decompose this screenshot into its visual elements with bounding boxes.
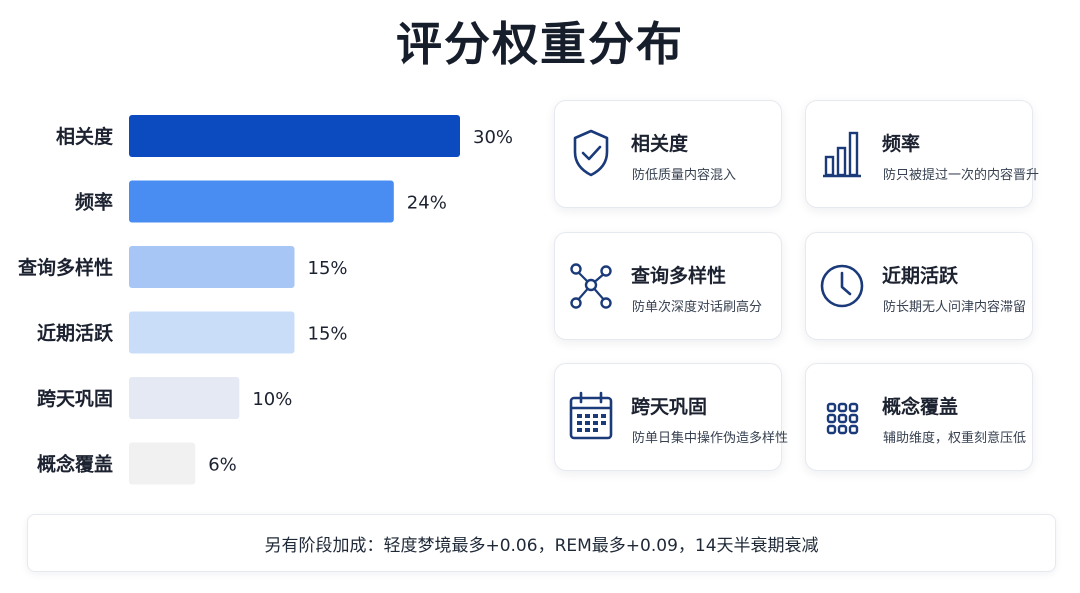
card-title: 相关度 xyxy=(631,133,689,155)
card-cross-day: 跨天巩固 防单日集中操作伪造多样性 xyxy=(554,363,788,471)
card-title: 查询多样性 xyxy=(631,265,727,287)
card-desc: 防单日集中操作伪造多样性 xyxy=(632,431,789,446)
category-label: 频率 xyxy=(75,191,113,214)
card-relevance: 相关度 防低质量内容混入 xyxy=(554,100,782,208)
value-label: 6% xyxy=(208,455,237,476)
clock-icon xyxy=(818,257,866,315)
value-label: 24% xyxy=(407,193,447,214)
category-label: 查询多样性 xyxy=(17,256,113,279)
bar xyxy=(129,246,295,288)
network-nodes-icon xyxy=(567,257,615,315)
card-desc: 防只被提过一次的内容晋升 xyxy=(883,168,1040,183)
card-concept-coverage: 概念覆盖 辅助维度，权重刻意压低 xyxy=(805,363,1033,471)
value-label: 30% xyxy=(473,127,513,148)
weight-bar-chart: 相关度 30% 频率 24% 查询多样性 15% 近期活跃 15% 跨天巩固 10% 概念覆盖 6% xyxy=(17,115,513,485)
bar xyxy=(129,442,196,485)
category-label: 相关度 xyxy=(56,125,114,148)
card-desc: 防单次深度对话刷高分 xyxy=(632,300,763,315)
card-query-diversity: 查询多样性 防单次深度对话刷高分 xyxy=(554,232,782,340)
card-title: 跨天巩固 xyxy=(631,396,708,418)
card-desc: 辅助维度，权重刻意压低 xyxy=(883,431,1027,446)
card-desc: 防长期无人问津内容滞留 xyxy=(883,300,1027,315)
card-title: 近期活跃 xyxy=(882,265,959,287)
value-label: 10% xyxy=(252,389,292,410)
bar xyxy=(129,377,240,419)
category-label: 跨天巩固 xyxy=(37,388,113,410)
bar xyxy=(129,180,394,223)
card-desc: 防低质量内容混入 xyxy=(632,168,737,183)
value-label: 15% xyxy=(308,324,348,345)
calendar-icon xyxy=(567,388,615,446)
bar-chart-icon xyxy=(818,125,866,183)
card-frequency: 频率 防只被提过一次的内容晋升 xyxy=(805,100,1039,208)
card-title: 频率 xyxy=(882,133,921,155)
category-label: 概念覆盖 xyxy=(37,453,113,476)
category-label: 近期活跃 xyxy=(37,322,114,345)
grid-icon xyxy=(818,388,866,446)
footer-note: 另有阶段加成：轻度梦境最多+0.06，REM最多+0.09，14天半衰期衰减 xyxy=(27,514,1056,572)
page-title: 评分权重分布 xyxy=(396,17,684,71)
value-label: 15% xyxy=(308,258,348,279)
card-title: 概念覆盖 xyxy=(882,396,959,418)
shield-check-icon xyxy=(567,125,615,183)
bar xyxy=(129,115,460,157)
bar xyxy=(129,311,295,354)
card-recent-activity: 近期活跃 防长期无人问津内容滞留 xyxy=(805,232,1033,340)
